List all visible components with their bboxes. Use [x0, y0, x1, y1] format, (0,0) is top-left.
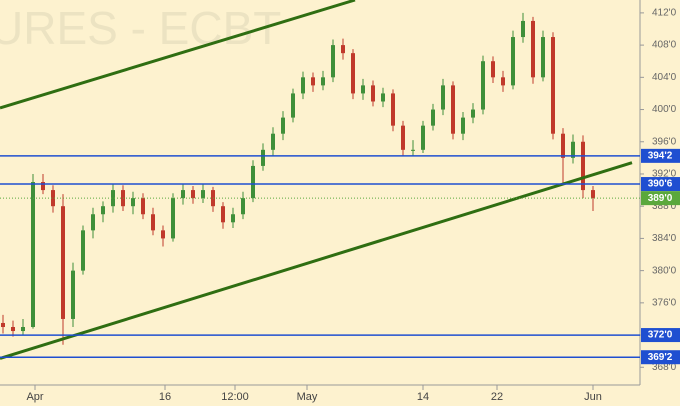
candle-body [441, 85, 445, 110]
trend-line [0, 0, 356, 110]
candle-body [361, 85, 365, 94]
candle-body [191, 190, 195, 199]
candle-body [581, 141, 585, 191]
candle-body [271, 133, 275, 150]
level-box [641, 350, 680, 365]
level-label: 390'6 [648, 179, 673, 190]
candle-body [31, 182, 35, 328]
level-box [641, 177, 680, 192]
candle-body [81, 230, 85, 271]
candle-body [291, 93, 295, 118]
candle-body [71, 270, 75, 319]
y-tick-label: 388'0 [652, 201, 677, 212]
y-tick-label: 380'0 [652, 265, 677, 276]
y-tick-label: 412'0 [652, 8, 677, 19]
candle-body [251, 165, 255, 199]
level-label: 394'2 [648, 150, 673, 161]
y-tick-label: 392'0 [652, 169, 677, 180]
level-label: 369'2 [648, 352, 673, 363]
x-tick-label: 22 [491, 391, 503, 403]
candle-body [171, 198, 175, 239]
y-tick-label: 368'0 [652, 362, 677, 373]
x-tick-label: Apr [26, 391, 43, 403]
x-tick-label: 16 [159, 391, 171, 403]
candle-body [181, 190, 185, 199]
candle-body [111, 190, 115, 207]
candle-body [501, 77, 505, 86]
candle-body [41, 182, 45, 191]
level-label: 372'0 [648, 330, 673, 341]
candle-body [371, 85, 375, 102]
candle-body [431, 109, 435, 126]
candle-body [541, 37, 545, 78]
candle-body [151, 214, 155, 231]
candle-body [281, 117, 285, 134]
candle-body [381, 93, 385, 102]
level-box [641, 148, 680, 163]
candle-body [301, 77, 305, 94]
candle-body [11, 327, 15, 332]
candle-body [201, 190, 205, 199]
candle-body [51, 190, 55, 207]
candle-body [461, 117, 465, 134]
candle-body [471, 109, 475, 118]
candle-body [391, 93, 395, 126]
last-price-box [641, 191, 680, 206]
candle-body [561, 133, 565, 158]
candle-body [61, 206, 65, 319]
candle-body [451, 85, 455, 134]
candle-body [161, 230, 165, 239]
y-tick-label: 396'0 [652, 136, 677, 147]
candle-body [341, 45, 345, 54]
last-price-label: 389'0 [648, 193, 673, 204]
candle-body [321, 77, 325, 86]
candle-body [571, 141, 575, 158]
candle-body [91, 214, 95, 231]
candle-body [491, 61, 495, 78]
candle-body [141, 198, 145, 215]
candle-body [231, 214, 235, 223]
candle-body [241, 198, 245, 215]
candle-body [331, 45, 335, 78]
candle-body [401, 125, 405, 150]
candle-body [101, 206, 105, 215]
candle-body [131, 198, 135, 207]
candle-body [411, 149, 415, 151]
y-tick-label: 384'0 [652, 233, 677, 244]
candle-body [511, 37, 515, 86]
candle-body [551, 37, 555, 134]
candle-body [481, 61, 485, 110]
y-tick-label: 376'0 [652, 297, 677, 308]
candle-body [591, 190, 595, 199]
candle-body [1, 322, 5, 328]
level-box [641, 328, 680, 343]
x-tick-label: Jun [584, 391, 602, 403]
candle-body [421, 125, 425, 150]
trend-line [0, 161, 633, 360]
candle-body [521, 20, 525, 38]
candle-body [21, 327, 25, 332]
y-tick-label: 404'0 [652, 72, 677, 83]
candle-body [351, 53, 355, 94]
x-tick-label: 12:00 [221, 391, 249, 403]
candle-body [221, 206, 225, 223]
candle-body [531, 20, 535, 78]
watermark: URES - ECBT [0, 2, 281, 54]
candle-body [261, 149, 265, 166]
y-tick-label: 408'0 [652, 40, 677, 51]
x-tick-label: 14 [417, 391, 429, 403]
x-tick-label: May [297, 391, 318, 403]
y-tick-label: 400'0 [652, 104, 677, 115]
candle-body [311, 77, 315, 86]
